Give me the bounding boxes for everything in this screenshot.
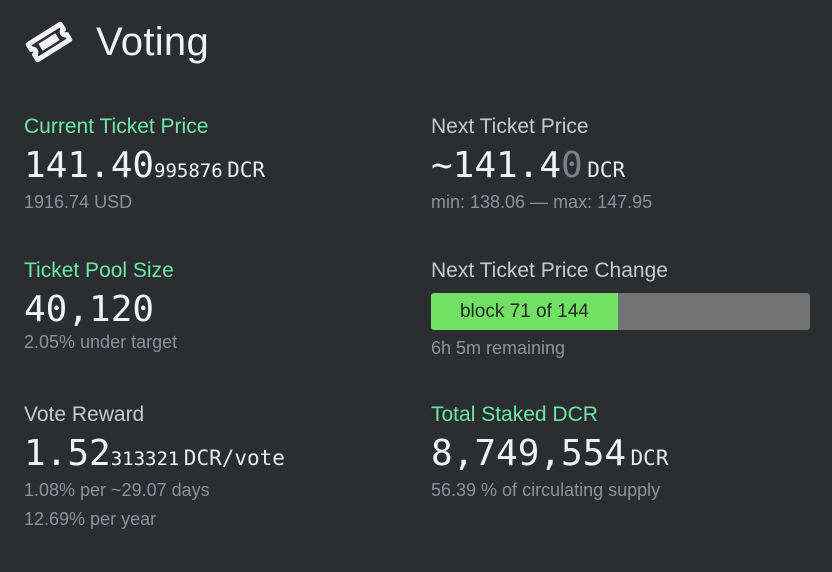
total-staked-section: Total Staked DCR 8,749,554 DCR 56.39 % o… [431, 402, 668, 505]
next-ticket-price-dim-digit: 0 [561, 145, 583, 186]
current-ticket-price-unit: DCR [227, 158, 266, 182]
vote-reward-section: Vote Reward 1.52313321 DCR/vote 1.08% pe… [24, 402, 285, 534]
ticket-icon [25, 21, 73, 63]
ticket-pool-size-number: 40,120 [24, 289, 155, 330]
current-ticket-price-main: 141.40 [24, 145, 155, 186]
ticket-pool-size-value: 40,120 [24, 289, 177, 330]
next-ticket-price-main: ~141.4 [431, 145, 562, 186]
ticket-pool-size-label: Ticket Pool Size [24, 259, 174, 282]
price-change-remaining: 6h 5m remaining [431, 338, 566, 358]
next-ticket-price-section: Next Ticket Price ~141.40 DCR min: 138.0… [431, 114, 652, 217]
block-progress-text: block 71 of 144 [459, 301, 589, 322]
vote-reward-label: Vote Reward [24, 403, 145, 426]
total-staked-circulating: 56.39 % of circulating supply [431, 480, 661, 500]
next-ticket-price-value: ~141.40 DCR [431, 145, 652, 186]
current-ticket-price-fiat: 1916.74 USD [24, 192, 133, 212]
current-ticket-price-value: 141.40995876 DCR [24, 145, 265, 186]
page-header: Voting [24, 18, 209, 66]
total-staked-unit: DCR [630, 446, 669, 470]
current-ticket-price-decimals: 995876 [154, 160, 223, 182]
next-ticket-price-label: Next Ticket Price [431, 115, 589, 138]
block-progress-bar: block 71 of 144 [431, 293, 810, 330]
block-progress-fill [431, 293, 618, 330]
vote-reward-main: 1.52 [24, 433, 111, 474]
ticket-pool-size-target: 2.05% under target [24, 332, 178, 352]
next-price-change-label: Next Ticket Price Change [431, 259, 668, 282]
vote-reward-per-year: 12.69% per year [24, 509, 157, 529]
vote-reward-per-period: 1.08% per ~29.07 days [24, 480, 210, 500]
vote-reward-decimals: 313321 [110, 448, 180, 470]
next-ticket-price-range: min: 138.06 — max: 147.95 [431, 192, 653, 212]
page-title: Voting [96, 19, 210, 64]
total-staked-label: Total Staked DCR [431, 403, 598, 426]
vote-reward-value: 1.52313321 DCR/vote [24, 433, 285, 474]
current-ticket-price-label: Current Ticket Price [24, 115, 209, 138]
next-price-change-section: Next Ticket Price Change block 71 of 144… [431, 258, 810, 363]
vote-reward-unit: DCR/vote [183, 446, 285, 470]
current-ticket-price-section: Current Ticket Price 141.40995876 DCR 19… [24, 114, 265, 217]
ticket-pool-size-section: Ticket Pool Size 40,120 2.05% under targ… [24, 258, 177, 357]
next-ticket-price-unit: DCR [587, 158, 626, 182]
total-staked-value: 8,749,554 DCR [431, 433, 668, 474]
total-staked-number: 8,749,554 [431, 433, 627, 474]
